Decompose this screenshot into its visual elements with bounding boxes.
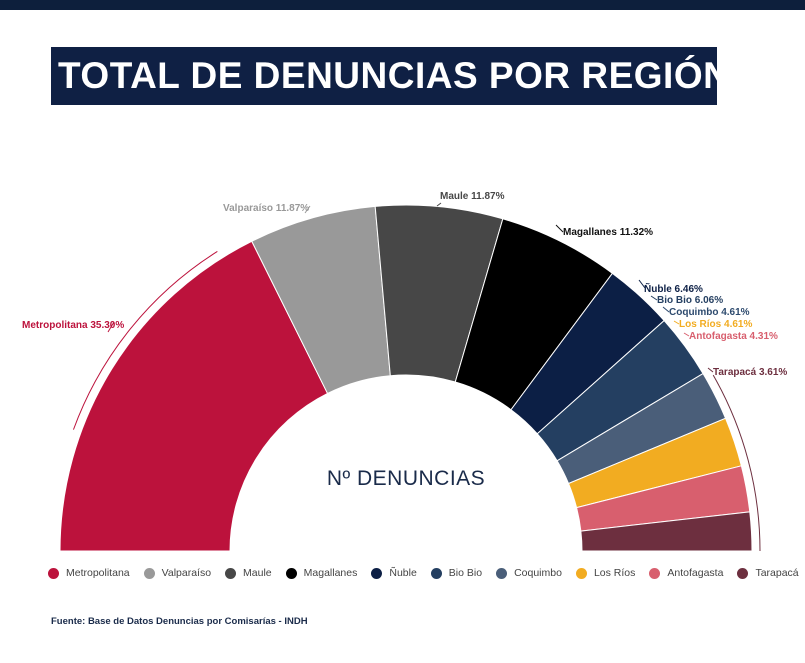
legend-label: Metropolitana xyxy=(66,567,130,579)
top-bar xyxy=(0,0,805,10)
leader-antofagasta xyxy=(683,332,690,337)
data-label-los-rios: Los Ríos 4.61% xyxy=(679,319,752,330)
leader-valparaiso xyxy=(304,205,311,214)
legend-label: Coquimbo xyxy=(514,567,562,579)
legend-item-magallanes: Magallanes xyxy=(285,567,358,579)
leader-tarapaca xyxy=(707,367,714,373)
data-label-valparaiso: Valparaíso 11.87% xyxy=(223,203,309,214)
leader-los-rios xyxy=(673,320,680,325)
legend-swatch xyxy=(225,567,237,579)
leader-nuble xyxy=(638,279,646,289)
legend-item-nuble: Ñuble xyxy=(371,567,417,579)
data-label-tarapaca: Tarapacá 3.61% xyxy=(713,367,787,378)
data-label-metropolitana: Metropolitana 35.30% xyxy=(22,320,124,331)
bracket-metropolitana xyxy=(72,251,218,430)
legend-label: Ñuble xyxy=(389,567,417,579)
data-label-nuble: Ñuble 6.46% xyxy=(644,282,703,295)
legend-item-coquimbo: Coquimbo xyxy=(496,567,562,579)
leader-magallanes xyxy=(555,224,564,233)
legend-label: Tarapacá xyxy=(755,567,799,579)
legend-item-metropolitana: Metropolitana xyxy=(48,567,130,579)
legend-label: Magallanes xyxy=(303,567,358,579)
legend-swatch xyxy=(649,567,661,579)
title-banner: TOTAL DE DENUNCIAS POR REGIÓN xyxy=(51,47,730,105)
legend-label: Los Ríos xyxy=(593,567,636,579)
legend-item-maule: Maule xyxy=(225,567,272,579)
legend-swatch xyxy=(371,567,383,579)
bracket-tarapaca xyxy=(712,374,761,552)
legend-label: Bio Bio xyxy=(448,567,483,579)
legend-label: Valparaíso xyxy=(161,567,212,579)
legend-swatch xyxy=(496,567,508,579)
leader-metropolitana xyxy=(107,321,115,333)
legend-item-valparaiso: Valparaíso xyxy=(143,567,212,579)
data-label-magallanes: Magallanes 11.32% xyxy=(563,227,653,238)
data-label-maule: Maule 11.87% xyxy=(440,191,505,202)
leader-coquimbo xyxy=(662,306,670,313)
data-label-bio-bio: Bio Bio 6.06% xyxy=(657,295,723,306)
legend-swatch xyxy=(285,567,297,579)
chart-legend: Metropolitana Valparaíso Maule Magallanes Ñu… xyxy=(48,564,805,582)
legend-swatch xyxy=(143,567,155,579)
legend-swatch xyxy=(737,567,749,579)
center-label: Nº DENUNCIAS xyxy=(327,467,485,490)
legend-swatch xyxy=(48,567,59,579)
legend-label: Maule xyxy=(243,567,272,579)
legend-item-los-rios: Los Ríos xyxy=(575,567,636,579)
chart-title: TOTAL DE DENUNCIAS POR REGIÓN xyxy=(58,55,731,96)
source-note: Fuente: Base de Datos Denuncias por Comi… xyxy=(51,616,308,627)
legend-swatch xyxy=(430,567,442,579)
legend-item-antofagasta: Antofagasta xyxy=(649,567,723,579)
leader-bio-bio xyxy=(650,295,658,301)
data-label-coquimbo: Coquimbo 4.61% xyxy=(669,307,750,318)
half-donut-chart: Metropolitana 35.30% Valparaíso 11.87% Mau… xyxy=(22,191,787,552)
legend-swatch xyxy=(575,567,587,579)
slice-tarapaca xyxy=(580,511,753,552)
legend-item-tarapaca: Tarapacá xyxy=(737,567,799,579)
leader-maule xyxy=(436,202,442,207)
data-label-antofagasta: Antofagasta 4.31% xyxy=(689,331,778,342)
legend-item-bio-bio: Bio Bio xyxy=(430,567,483,579)
slice-metropolitana xyxy=(59,240,329,552)
legend-label: Antofagasta xyxy=(667,567,724,579)
